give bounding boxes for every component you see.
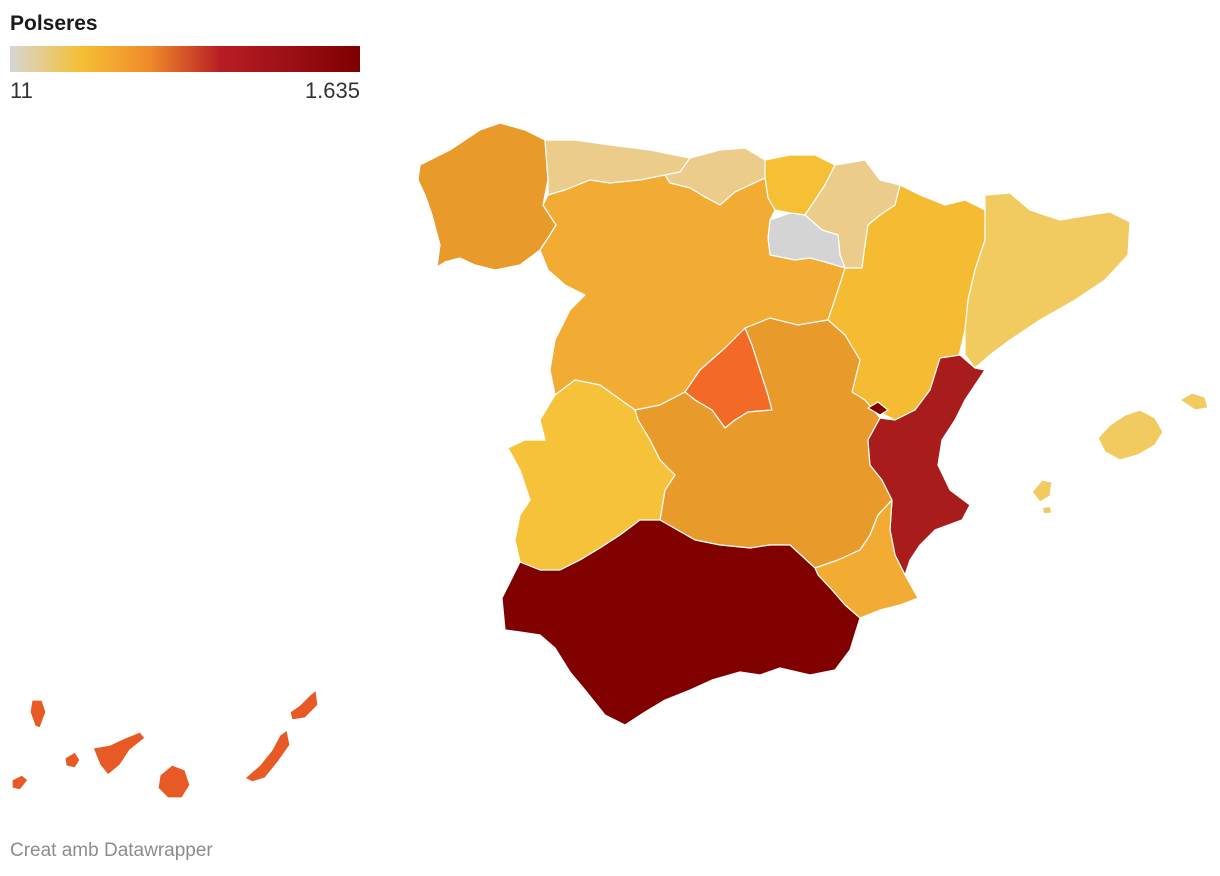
region-andalucia[interactable] bbox=[501, 519, 861, 726]
region-menorca[interactable] bbox=[1179, 392, 1209, 411]
region-la-gomera[interactable] bbox=[64, 751, 81, 769]
legend-gradient-bar bbox=[10, 46, 360, 72]
footer-credit: Creat amb Datawrapper bbox=[10, 840, 213, 861]
region-formentera[interactable] bbox=[1041, 505, 1053, 515]
legend-labels: 11 1.635 bbox=[10, 77, 360, 105]
region-gran-canaria[interactable] bbox=[157, 764, 191, 799]
color-legend: Polseres 11 1.635 bbox=[10, 10, 360, 105]
region-comunitat-valenciana[interactable] bbox=[867, 354, 986, 576]
region-tenerife[interactable] bbox=[92, 731, 146, 776]
region-mallorca[interactable] bbox=[1097, 409, 1164, 461]
region-fuerteventura[interactable] bbox=[244, 729, 291, 783]
legend-title: Polseres bbox=[10, 12, 98, 35]
legend-max-label: 1.635 bbox=[304, 78, 360, 103]
region-el-hierro[interactable] bbox=[11, 774, 29, 791]
region-lanzarote[interactable] bbox=[289, 689, 319, 721]
region-enclave[interactable] bbox=[867, 401, 889, 416]
region-murcia[interactable] bbox=[814, 499, 919, 619]
region-la-palma[interactable] bbox=[29, 699, 47, 729]
region-ibiza[interactable] bbox=[1031, 479, 1053, 503]
legend-min-label: 11 bbox=[10, 78, 33, 103]
region-catalunya[interactable] bbox=[964, 192, 1131, 369]
region-galicia[interactable] bbox=[417, 122, 557, 271]
